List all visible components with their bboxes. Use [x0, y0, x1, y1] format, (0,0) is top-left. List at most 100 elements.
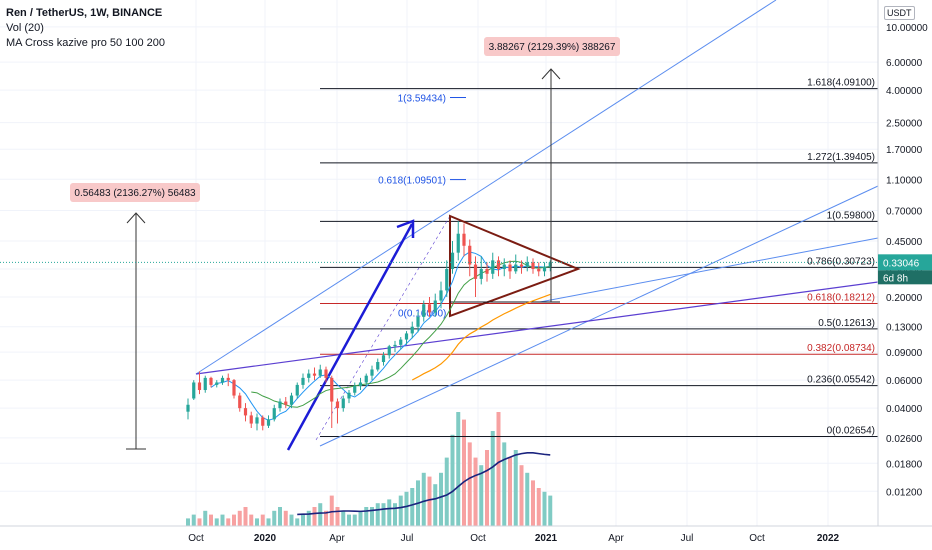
candle-body-23	[318, 369, 322, 376]
volume-bar-3	[203, 510, 208, 526]
candle-body-7	[226, 377, 230, 381]
price-tick-3: 2.50000	[886, 119, 923, 130]
candle-body-13	[261, 417, 265, 426]
volume-bar-41	[421, 472, 426, 526]
volume-bar-51	[479, 465, 484, 526]
volume-bar-54	[496, 412, 501, 526]
measure-left-label: 0.56483 (2136.27%) 56483	[74, 188, 196, 199]
candle-body-54	[496, 260, 501, 270]
price-tick-2: 4.00000	[886, 86, 923, 97]
volume-bar-20	[301, 514, 305, 526]
volume-bar-28	[347, 514, 351, 526]
candle-body-14	[266, 419, 271, 426]
volume-bar-13	[260, 514, 265, 526]
volume-bars	[186, 412, 553, 526]
time-tick-4: Oct	[470, 533, 486, 544]
candle-body-63	[548, 262, 552, 267]
candle-body-60	[531, 262, 535, 270]
volume-bar-23	[318, 503, 323, 526]
currency-badge[interactable]: USDT	[884, 6, 915, 20]
ma-fast	[210, 251, 551, 421]
volume-bar-25	[329, 495, 334, 526]
volume-bar-16	[278, 507, 282, 526]
volume-bar-50	[473, 457, 478, 526]
ma-indicator-label[interactable]: MA Cross kazive pro 50 100 200	[6, 37, 165, 49]
fib-label-0: 1.618(4.09100)	[807, 78, 875, 89]
volume-bar-60	[531, 480, 535, 526]
volume-bar-24	[324, 510, 328, 526]
fib-label-4: 0.618(0.18212)	[807, 292, 875, 303]
candle-body-34	[381, 355, 386, 363]
candle-body-59	[525, 262, 529, 267]
volume-bar-11	[249, 514, 254, 526]
symmetrical-triangle	[449, 214, 581, 318]
volume-bar-57	[513, 450, 518, 526]
candle-body-5	[215, 382, 219, 385]
fib-label-2: 1(0.59800)	[827, 210, 875, 221]
volume-indicator-label[interactable]: Vol (20)	[6, 22, 44, 34]
ma-mid	[251, 260, 551, 408]
candle-body-50	[473, 264, 478, 279]
volume-bar-4	[209, 514, 213, 526]
candle-body-11	[249, 415, 253, 424]
price-tick-5: 1.10000	[886, 175, 923, 186]
channel-lower	[319, 185, 879, 447]
volume-bar-33	[375, 503, 380, 526]
projection-label-1: 0.618(1.09501)	[378, 176, 446, 187]
measure-left-head	[126, 212, 146, 224]
volume-bar-31	[364, 507, 369, 526]
candle-body-19	[295, 384, 299, 396]
candle-body-10	[243, 408, 248, 416]
candle-body-3	[203, 377, 207, 391]
time-tick-9: 2022	[817, 533, 840, 544]
candle-body-56	[508, 264, 512, 272]
countdown-tag	[878, 270, 932, 285]
candle-body-41	[422, 304, 426, 317]
volume-bar-46	[450, 434, 455, 526]
candle-body-26	[335, 401, 340, 409]
measure-left-label-box	[70, 183, 200, 202]
volume-bar-34	[381, 503, 386, 526]
measure-right-label: 3.88267 (2129.39%) 388267	[489, 42, 616, 53]
impulse-arrow-shaft	[286, 223, 414, 451]
price-tick-16: 0.01200	[886, 487, 923, 498]
volume-ma-line	[297, 452, 551, 516]
symbol-title[interactable]: Ren / TetherUS, 1W, BINANCE	[6, 7, 163, 19]
channel-mid	[539, 237, 879, 303]
price-tick-11: 0.09000	[886, 348, 923, 359]
time-tick-2: Apr	[329, 533, 345, 544]
candle-body-0	[186, 404, 190, 412]
time-tick-1: 2020	[254, 533, 277, 544]
volume-bar-39	[410, 488, 415, 526]
candle-body-43	[433, 300, 437, 313]
volume-bar-12	[255, 518, 259, 526]
candle-body-53	[491, 260, 495, 274]
volume-bar-9	[237, 510, 242, 526]
candle-body-30	[358, 382, 363, 387]
projection-label-0: 1(3.59434)	[398, 94, 446, 105]
volume-bar-7	[226, 518, 231, 526]
candle-body-6	[220, 377, 225, 383]
candle-body-24	[324, 369, 328, 378]
candle-body-29	[353, 386, 357, 393]
time-tick-5: 2021	[535, 533, 558, 544]
support-trendline	[195, 281, 879, 375]
fib-label-1: 1.272(1.39405)	[807, 152, 875, 163]
volume-bar-58	[519, 465, 524, 526]
price-tick-13: 0.04000	[886, 404, 923, 415]
volume-bar-43	[433, 484, 438, 526]
volume-bar-52	[485, 450, 489, 526]
candle-body-57	[514, 264, 518, 272]
candle-body-44	[439, 290, 443, 301]
current-price-tag	[878, 254, 932, 271]
candle-body-8	[232, 380, 236, 396]
time-tick-7: Jul	[681, 533, 694, 544]
volume-bar-19	[295, 518, 300, 526]
price-tick-7: 0.45000	[886, 237, 923, 248]
candle-body-15	[272, 408, 276, 420]
volume-bar-49	[467, 442, 472, 526]
volume-bar-18	[289, 514, 294, 526]
volume-bar-27	[341, 510, 346, 526]
candle-body-40	[416, 316, 420, 327]
